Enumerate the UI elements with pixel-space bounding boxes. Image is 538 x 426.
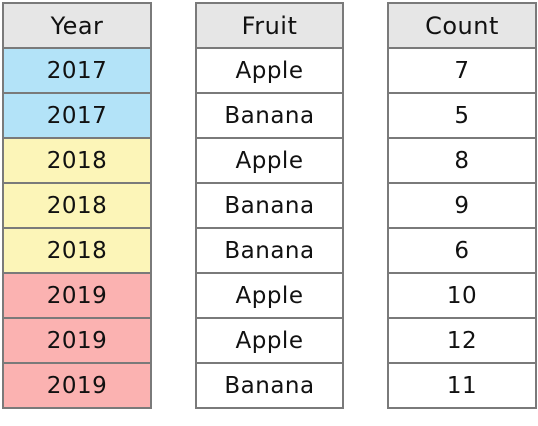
count-cell: 7 [387, 47, 537, 94]
year-cell: 2017 [2, 47, 152, 94]
fruit-cell: Apple [195, 47, 344, 94]
year-cell: 2018 [2, 182, 152, 229]
year-cell: 2018 [2, 137, 152, 184]
count-cell: 5 [387, 92, 537, 139]
year-cell: 2019 [2, 272, 152, 319]
fruit-cell: Apple [195, 137, 344, 184]
count-cell: 6 [387, 227, 537, 274]
fruit-cell: Banana [195, 92, 344, 139]
count-cell: 8 [387, 137, 537, 184]
fruit-cell: Apple [195, 272, 344, 319]
fruit-cell: Apple [195, 317, 344, 364]
count-cell: 12 [387, 317, 537, 364]
year-header: Year [2, 2, 152, 49]
fruit-column: Fruit Apple Banana Apple Banana Banana A… [195, 2, 344, 409]
count-cell: 11 [387, 362, 537, 409]
count-header: Count [387, 2, 537, 49]
fruit-cell: Banana [195, 227, 344, 274]
year-cell: 2017 [2, 92, 152, 139]
fruit-header: Fruit [195, 2, 344, 49]
year-cell: 2019 [2, 362, 152, 409]
count-cell: 10 [387, 272, 537, 319]
count-column: Count 7 5 8 9 6 10 12 11 [387, 2, 537, 409]
fruit-cell: Banana [195, 182, 344, 229]
year-cell: 2019 [2, 317, 152, 364]
fruit-cell: Banana [195, 362, 344, 409]
count-cell: 9 [387, 182, 537, 229]
year-column: Year 2017 2017 2018 2018 2018 2019 2019 … [2, 2, 152, 409]
year-cell: 2018 [2, 227, 152, 274]
